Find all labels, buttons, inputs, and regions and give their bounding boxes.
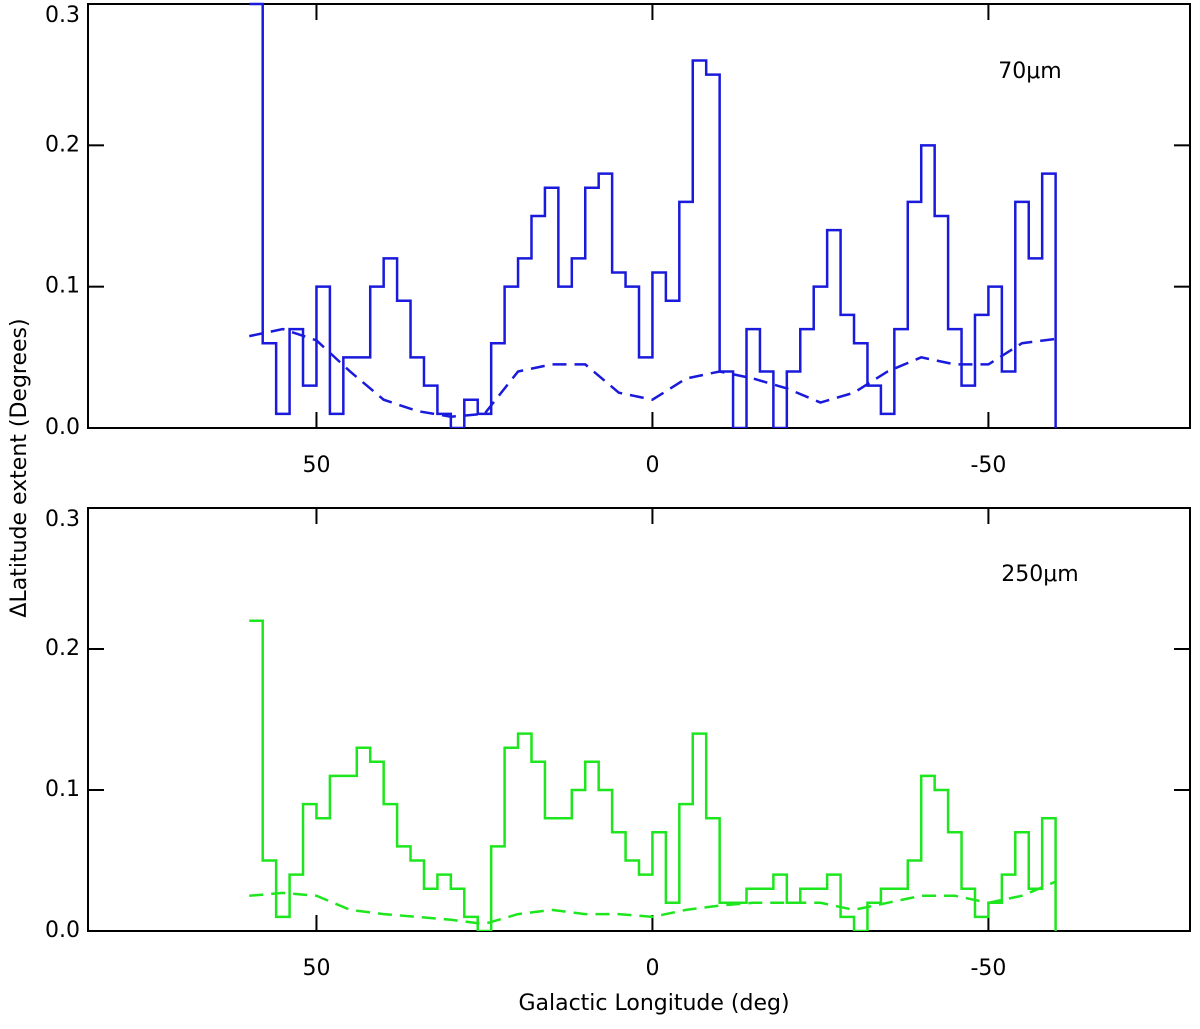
y-tick-label: 0.1 xyxy=(45,274,80,299)
x-tick-label: 50 xyxy=(302,956,330,981)
histogram-line xyxy=(249,619,1057,931)
x-axis-label: Galactic Longitude (deg) xyxy=(518,991,789,1016)
y-tick-label: 0.2 xyxy=(45,132,80,157)
x-tick-label: 0 xyxy=(645,956,659,981)
y-tick-label: 0.0 xyxy=(45,918,80,943)
y-tick-label: 0.1 xyxy=(45,777,80,802)
x-tick-label: 0 xyxy=(645,453,659,478)
x-tick-label: -50 xyxy=(970,956,1006,981)
annotation: 250μm xyxy=(1001,562,1078,587)
y-axis-label: ΔLatitude extent (Degrees) xyxy=(7,318,32,617)
plot-frame xyxy=(87,507,1191,932)
y-tick-label: 0.3 xyxy=(45,507,80,532)
x-tick-label: -50 xyxy=(970,453,1006,478)
y-tick-label: 0.2 xyxy=(45,636,80,661)
plot-frame xyxy=(87,3,1191,429)
x-tick-label: 50 xyxy=(302,453,330,478)
dashed-line xyxy=(249,327,1056,418)
y-tick-label: 0.0 xyxy=(45,415,80,440)
histogram-line xyxy=(249,2,1057,428)
annotation: 70μm xyxy=(998,59,1061,84)
dashed-line xyxy=(249,880,1057,926)
y-tick-label: 0.3 xyxy=(45,3,80,28)
